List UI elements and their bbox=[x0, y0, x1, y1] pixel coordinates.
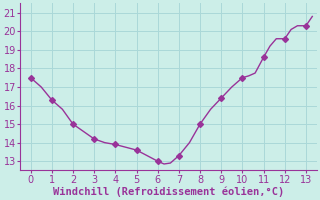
X-axis label: Windchill (Refroidissement éolien,°C): Windchill (Refroidissement éolien,°C) bbox=[53, 186, 284, 197]
